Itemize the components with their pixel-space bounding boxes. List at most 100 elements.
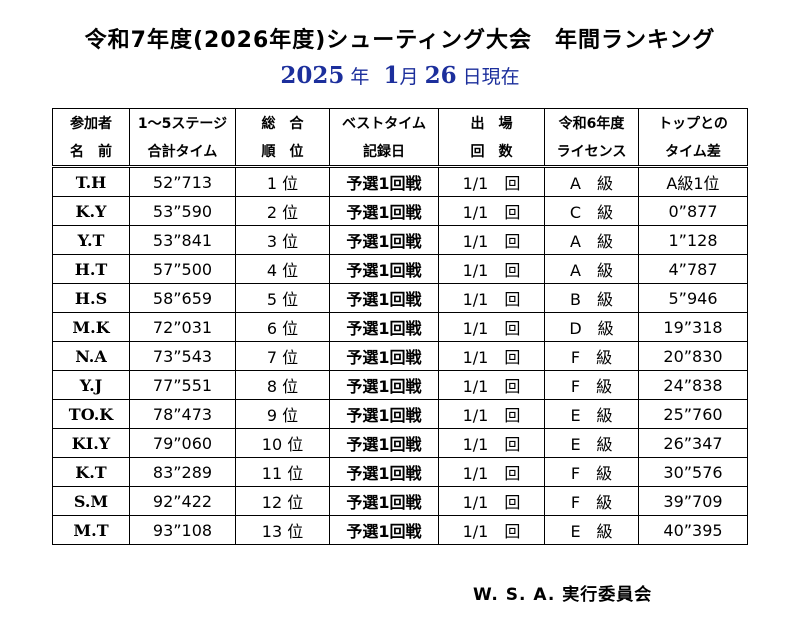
cell-time-diff: 0”877 xyxy=(638,196,748,226)
cell-best-time-date: 予選1回戦 xyxy=(329,486,439,516)
column-header-participant-name: 名 前 xyxy=(52,137,130,168)
cell-participant-name: Y.T xyxy=(52,225,130,255)
column-header-time-diff: タイム差 xyxy=(638,137,748,168)
column-header-participant-name: 参加者 xyxy=(52,108,130,137)
cell-time-diff: 19”318 xyxy=(638,312,748,342)
cell-time-diff: 26”347 xyxy=(638,428,748,458)
cell-entries: 1/1 回 xyxy=(438,225,545,255)
cell-total-time: 77”551 xyxy=(129,370,236,400)
ranking-table: 参加者 1～5ステージ総 合ベストタイム出 場令和6年度 トップとの名 前合計タイム… xyxy=(52,108,748,545)
cell-overall-rank: 11 位 xyxy=(235,457,330,487)
cell-time-diff: 30”576 xyxy=(638,457,748,487)
cell-participant-name: T.H xyxy=(52,166,130,197)
cell-best-time-date: 予選1回戦 xyxy=(329,283,439,313)
cell-license: C 級 xyxy=(544,196,639,226)
cell-best-time-date: 予選1回戦 xyxy=(329,341,439,371)
column-header-best-time-date: ベストタイム xyxy=(329,108,439,137)
cell-overall-rank: 8 位 xyxy=(235,370,330,400)
cell-participant-name: H.S xyxy=(52,283,130,313)
as-of-date: 2025 年 1月 26 日現在 xyxy=(0,62,800,89)
cell-overall-rank: 5 位 xyxy=(235,283,330,313)
date-year-unit: 年 xyxy=(350,66,370,88)
date-year: 2025 xyxy=(280,62,345,89)
cell-total-time: 72”031 xyxy=(129,312,236,342)
cell-best-time-date: 予選1回戦 xyxy=(329,312,439,342)
date-suffix: 日現在 xyxy=(462,66,520,88)
cell-overall-rank: 10 位 xyxy=(235,428,330,458)
cell-best-time-date: 予選1回戦 xyxy=(329,196,439,226)
cell-time-diff: 1”128 xyxy=(638,225,748,255)
cell-best-time-date: 予選1回戦 xyxy=(329,428,439,458)
cell-overall-rank: 12 位 xyxy=(235,486,330,516)
cell-overall-rank: 13 位 xyxy=(235,515,330,545)
cell-best-time-date: 予選1回戦 xyxy=(329,166,439,197)
cell-entries: 1/1 回 xyxy=(438,486,545,516)
cell-entries: 1/1 回 xyxy=(438,515,545,545)
cell-overall-rank: 1 位 xyxy=(235,166,330,197)
cell-entries: 1/1 回 xyxy=(438,196,545,226)
cell-total-time: 58”659 xyxy=(129,283,236,313)
cell-participant-name: K.Y xyxy=(52,196,130,226)
cell-license: E 級 xyxy=(544,399,639,429)
column-header-license: ライセンス xyxy=(544,137,639,168)
cell-license: E 級 xyxy=(544,515,639,545)
cell-license: B 級 xyxy=(544,283,639,313)
cell-overall-rank: 4 位 xyxy=(235,254,330,284)
column-header-entries: 出 場 xyxy=(438,108,545,137)
cell-entries: 1/1 回 xyxy=(438,283,545,313)
cell-total-time: 73”543 xyxy=(129,341,236,371)
cell-time-diff: 4”787 xyxy=(638,254,748,284)
cell-entries: 1/1 回 xyxy=(438,166,545,197)
cell-time-diff: 40”395 xyxy=(638,515,748,545)
cell-entries: 1/1 回 xyxy=(438,370,545,400)
cell-license: D 級 xyxy=(544,312,639,342)
cell-participant-name: KI.Y xyxy=(52,428,130,458)
cell-overall-rank: 6 位 xyxy=(235,312,330,342)
date-month: 1 xyxy=(383,62,400,89)
cell-license: A 級 xyxy=(544,166,639,197)
cell-total-time: 92”422 xyxy=(129,486,236,516)
cell-overall-rank: 2 位 xyxy=(235,196,330,226)
cell-total-time: 93”108 xyxy=(129,515,236,545)
organizer-label: W. S. A. 実行委員会 xyxy=(473,585,653,605)
column-header-license: 令和6年度 xyxy=(544,108,639,137)
cell-overall-rank: 7 位 xyxy=(235,341,330,371)
cell-license: F 級 xyxy=(544,341,639,371)
cell-license: A 級 xyxy=(544,225,639,255)
cell-participant-name: N.A xyxy=(52,341,130,371)
cell-license: F 級 xyxy=(544,457,639,487)
cell-participant-name: S.M xyxy=(52,486,130,516)
cell-entries: 1/1 回 xyxy=(438,399,545,429)
cell-entries: 1/1 回 xyxy=(438,428,545,458)
cell-license: E 級 xyxy=(544,428,639,458)
cell-time-diff: 20”830 xyxy=(638,341,748,371)
column-header-entries: 回 数 xyxy=(438,137,545,168)
cell-participant-name: M.T xyxy=(52,515,130,545)
cell-entries: 1/1 回 xyxy=(438,254,545,284)
cell-entries: 1/1 回 xyxy=(438,312,545,342)
cell-time-diff: 5”946 xyxy=(638,283,748,313)
date-day: 26 xyxy=(424,62,457,89)
header-row: 名 前合計タイム順 位記録日回 数ライセンス タイム差 xyxy=(52,137,748,168)
cell-entries: 1/1 回 xyxy=(438,341,545,371)
cell-total-time: 53”590 xyxy=(129,196,236,226)
cell-time-diff: 25”760 xyxy=(638,399,748,429)
cell-total-time: 83”289 xyxy=(129,457,236,487)
cell-total-time: 52”713 xyxy=(129,166,236,197)
cell-total-time: 57”500 xyxy=(129,254,236,284)
column-header-total-time: 合計タイム xyxy=(129,137,236,168)
column-header-overall-rank: 総 合 xyxy=(235,108,330,137)
cell-best-time-date: 予選1回戦 xyxy=(329,225,439,255)
cell-time-diff: 39”709 xyxy=(638,486,748,516)
header-row: 参加者 1～5ステージ総 合ベストタイム出 場令和6年度 トップとの xyxy=(52,108,748,137)
